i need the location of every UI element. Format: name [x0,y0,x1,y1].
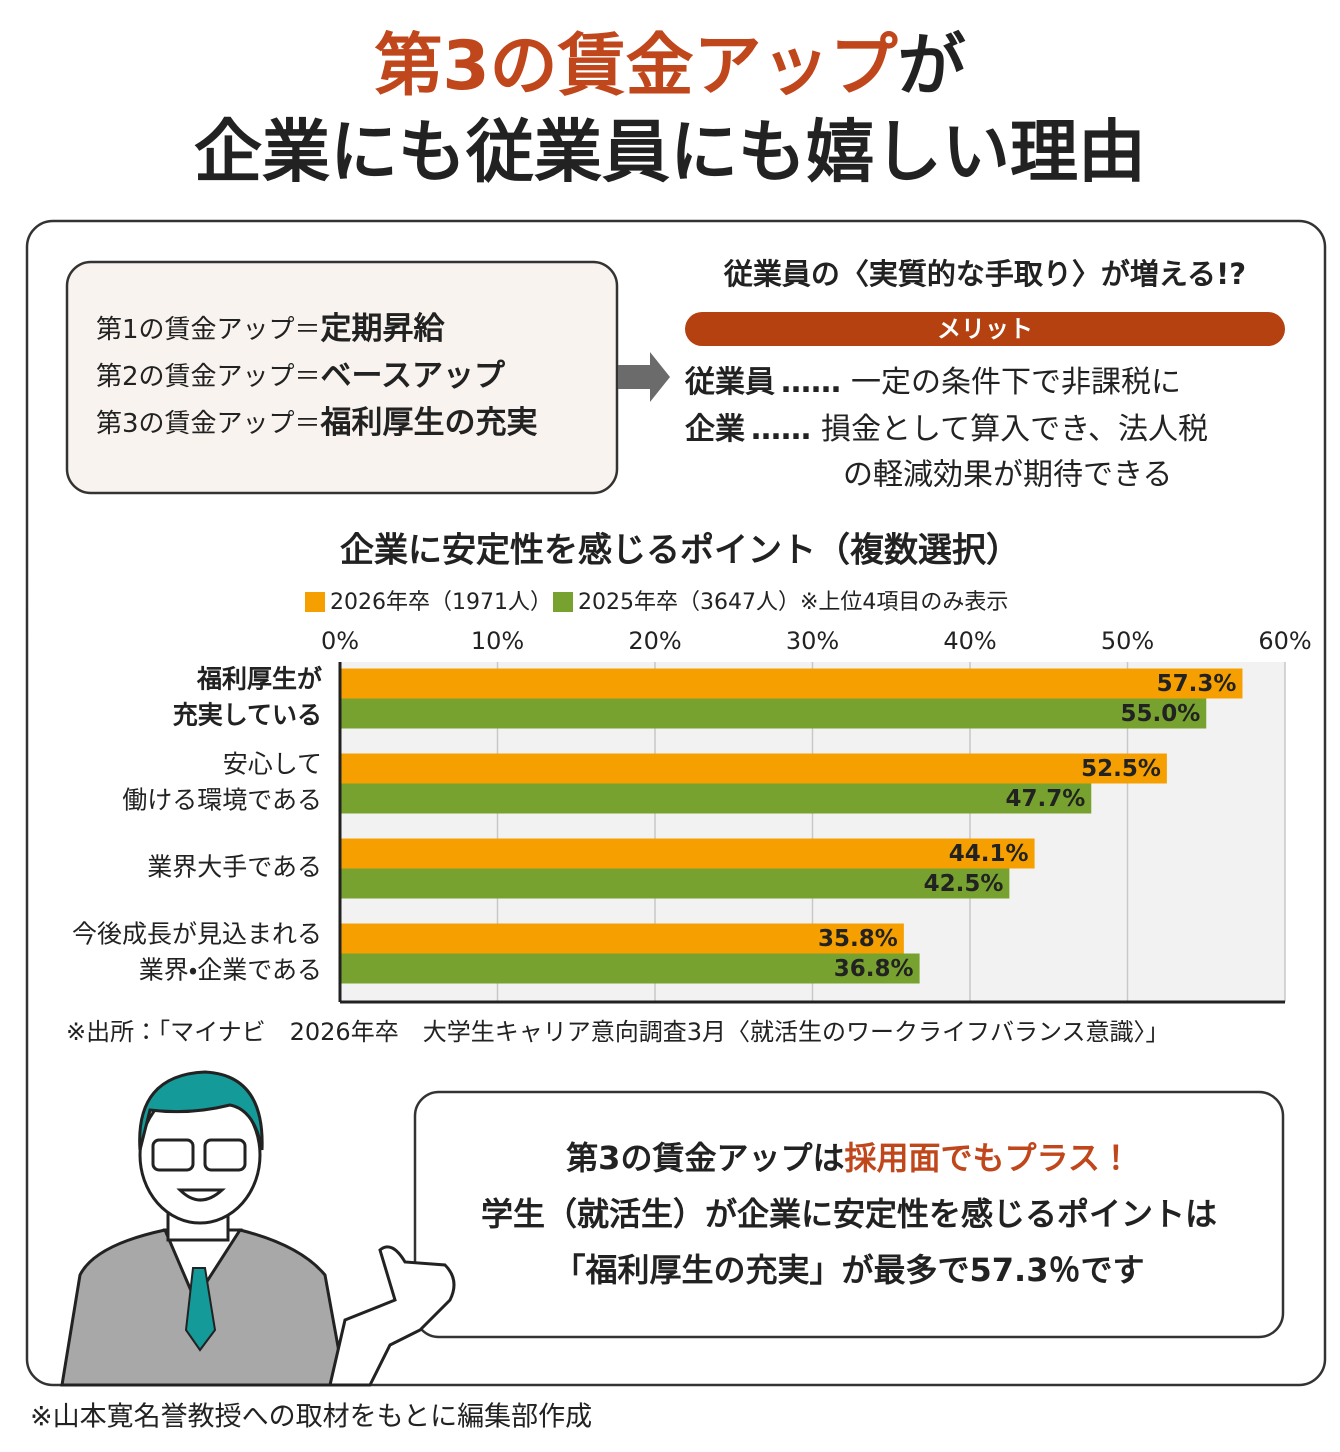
wage-value: 定期昇給 [321,311,446,347]
footnote: ※山本寛名誉教授への取材をもとに編集部作成 [30,1402,592,1433]
bar [340,783,1092,814]
value-label: 47.7% [1005,786,1085,812]
callout-highlight: 採用面でもプラス！ [844,1139,1131,1177]
value-label: 36.8% [834,956,914,982]
merit-badge-text: メリット [937,315,1033,343]
bar [340,753,1167,784]
merit-text: 損金として算入でき、法人税 [821,412,1208,447]
merit-text: 一定の条件下で非課税に [851,365,1181,400]
legend-entry: 2026年卒（1971人） [330,590,552,615]
y-tick-label: 今後成長が見込まれる [72,920,322,949]
bar [340,668,1243,699]
legend-swatch [553,592,573,612]
legend-note: ※上位4項目のみ表示 [800,590,1008,615]
value-label: 44.1% [949,841,1029,867]
callout-line1: 第3の賃金アップは採用面でもプラス！ [566,1139,1132,1177]
wage-label: 第1の賃金アップ＝ [96,315,321,345]
x-tick-label: 40% [943,627,996,655]
value-label: 42.5% [924,871,1004,897]
title-highlight: 第3の賃金アップ [374,27,897,106]
chart-title: 企業に安定性を感じるポイント（複数選択） [340,531,1020,571]
wage-item: 第3の賃金アップ＝福利厚生の充実 [96,405,538,441]
merit-dots: …… [781,365,841,400]
wage-box [65,260,619,495]
y-tick-label: 業界・企業である [139,956,322,985]
presenter-illustration [60,1070,456,1387]
x-tick-label: 20% [628,627,681,655]
callout-box [413,1090,1285,1339]
callout-line3: 「福利厚生の充実」が最多で57.3％です [554,1251,1145,1289]
wage-item: 第2の賃金アップ＝ベースアップ [96,358,506,394]
value-label: 35.8% [818,926,898,952]
value-label: 55.0% [1120,701,1200,727]
bar [340,923,904,954]
chart-source: ※出所：「マイナビ 2026年卒 大学生キャリア意向調査3月〈就活生のワークライ… [66,1018,1170,1046]
bar [340,838,1035,869]
title-line1: 第3の賃金アップが [374,27,965,106]
title-line2: 企業にも従業員にも嬉しい理由 [194,114,1146,193]
wage-value: 福利厚生の充実 [320,405,538,441]
callout-line2: 学生（就活生）が企業に安定性を感じるポイントは [481,1195,1217,1233]
x-tick-label: 0% [321,627,359,655]
legend-entry: 2025年卒（3647人）※上位4項目のみ表示 [578,590,1008,615]
y-tick-label: 業界大手である [147,853,322,882]
y-tick-label: 福利厚生が [196,665,322,694]
merit-item: 企業…… 損金として算入でき、法人税 [685,412,1208,447]
callout-text: 第3の賃金アップは [566,1139,844,1177]
x-tick-label: 10% [471,627,524,655]
merit-badge [685,312,1285,346]
arrow [618,352,670,402]
y-tick-label: 充実している [173,701,322,730]
merit-heading: 従業員の〈実質的な手取り〉が増える!? [723,257,1246,291]
merit-dots: …… [751,412,811,447]
merit-who: 従業員 [684,365,775,400]
wage-value: ベースアップ [321,358,506,394]
legend-label: 2025年卒（3647人） [578,590,800,615]
wage-item: 第1の賃金アップ＝定期昇給 [96,311,446,347]
legend-swatch [305,592,325,612]
wage-label: 第3の賃金アップ＝ [96,409,321,439]
merit-who: 企業 [685,412,745,447]
bar [340,698,1207,729]
wage-label: 第2の賃金アップ＝ [96,362,321,392]
x-tick-label: 60% [1258,627,1311,655]
merit-text: の軽減効果が期待できる [843,458,1172,493]
x-tick-label: 30% [786,627,839,655]
merit-item: 従業員…… 一定の条件下で非課税に [684,365,1181,400]
bar [340,868,1010,899]
y-tick-label: 安心して [223,750,322,779]
value-label: 57.3% [1157,671,1237,697]
x-tick-label: 50% [1101,627,1154,655]
bar [340,953,920,984]
title-rest: が [898,27,966,106]
legend-label: 2026年卒（1971人） [330,590,552,615]
y-tick-label: 働ける環境である [122,786,322,815]
value-label: 52.5% [1081,756,1161,782]
